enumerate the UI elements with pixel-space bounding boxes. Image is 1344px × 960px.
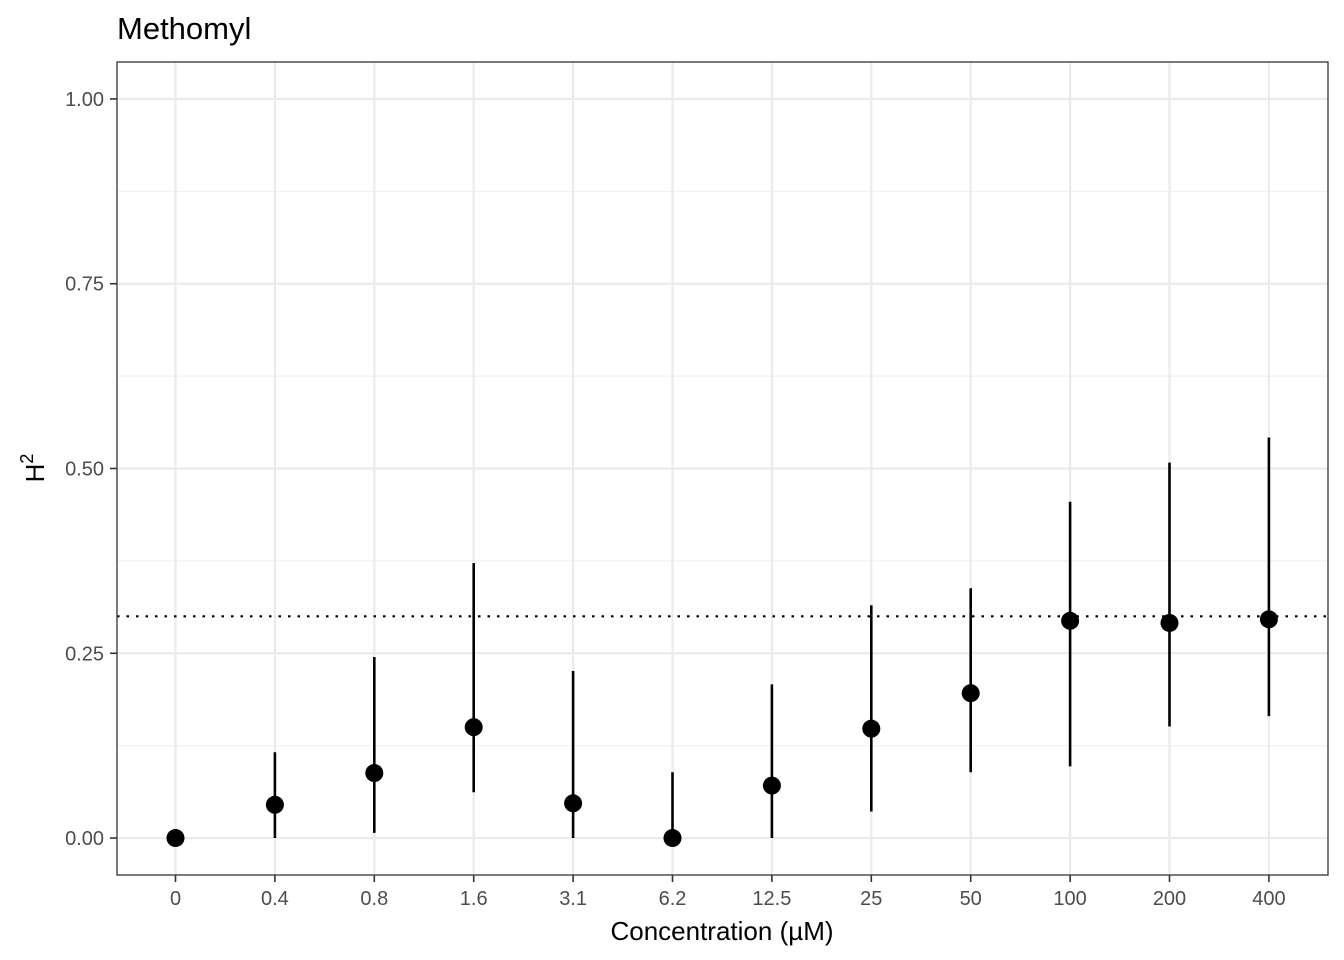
- data-point: [1160, 613, 1179, 632]
- x-tick-label: 25: [860, 888, 882, 910]
- data-point: [663, 829, 682, 848]
- data-point: [564, 794, 583, 813]
- x-axis: 0 0.4 0.8 1.6 3.1 6.2 12.5 25 50 100 200 400: [170, 875, 1286, 910]
- y-tick-label: 0.50: [65, 459, 104, 481]
- x-tick-label: 12.5: [752, 888, 791, 910]
- y-tick-label: 0.00: [65, 828, 104, 850]
- data-point: [862, 719, 881, 738]
- x-tick-label: 1.6: [460, 888, 488, 910]
- x-tick-label: 0: [170, 888, 181, 910]
- y-axis-title-superscript: 2: [17, 454, 37, 464]
- data-point: [961, 684, 980, 703]
- data-point: [365, 764, 384, 783]
- data-point: [464, 718, 483, 737]
- x-tick-label: 100: [1053, 888, 1086, 910]
- x-axis-title: Concentration (µM): [610, 916, 833, 946]
- x-tick-label: 3.1: [559, 888, 587, 910]
- y-axis-title-base: H: [20, 464, 50, 483]
- data-point: [1061, 611, 1080, 630]
- data-point: [762, 776, 781, 795]
- data-point: [1259, 610, 1278, 629]
- x-tick-label: 6.2: [659, 888, 687, 910]
- x-tick-label: 400: [1252, 888, 1285, 910]
- y-axis-title: H2: [17, 454, 50, 483]
- chart-title: Methomyl: [117, 11, 251, 46]
- x-tick-label: 200: [1153, 888, 1186, 910]
- y-tick-label: 0.25: [65, 643, 104, 665]
- data-point: [166, 829, 185, 848]
- data-points: [166, 610, 1278, 848]
- y-tick-label: 1.00: [65, 89, 104, 111]
- plot-panel: [116, 61, 1329, 876]
- x-tick-label: 0.8: [360, 888, 388, 910]
- x-tick-label: 0.4: [261, 888, 289, 910]
- y-tick-label: 0.75: [65, 274, 104, 296]
- x-tick-label: 50: [960, 888, 982, 910]
- data-point: [265, 795, 284, 814]
- error-bars: [273, 437, 1271, 839]
- y-axis: 0.00 0.25 0.50 0.75 1.00: [65, 89, 117, 850]
